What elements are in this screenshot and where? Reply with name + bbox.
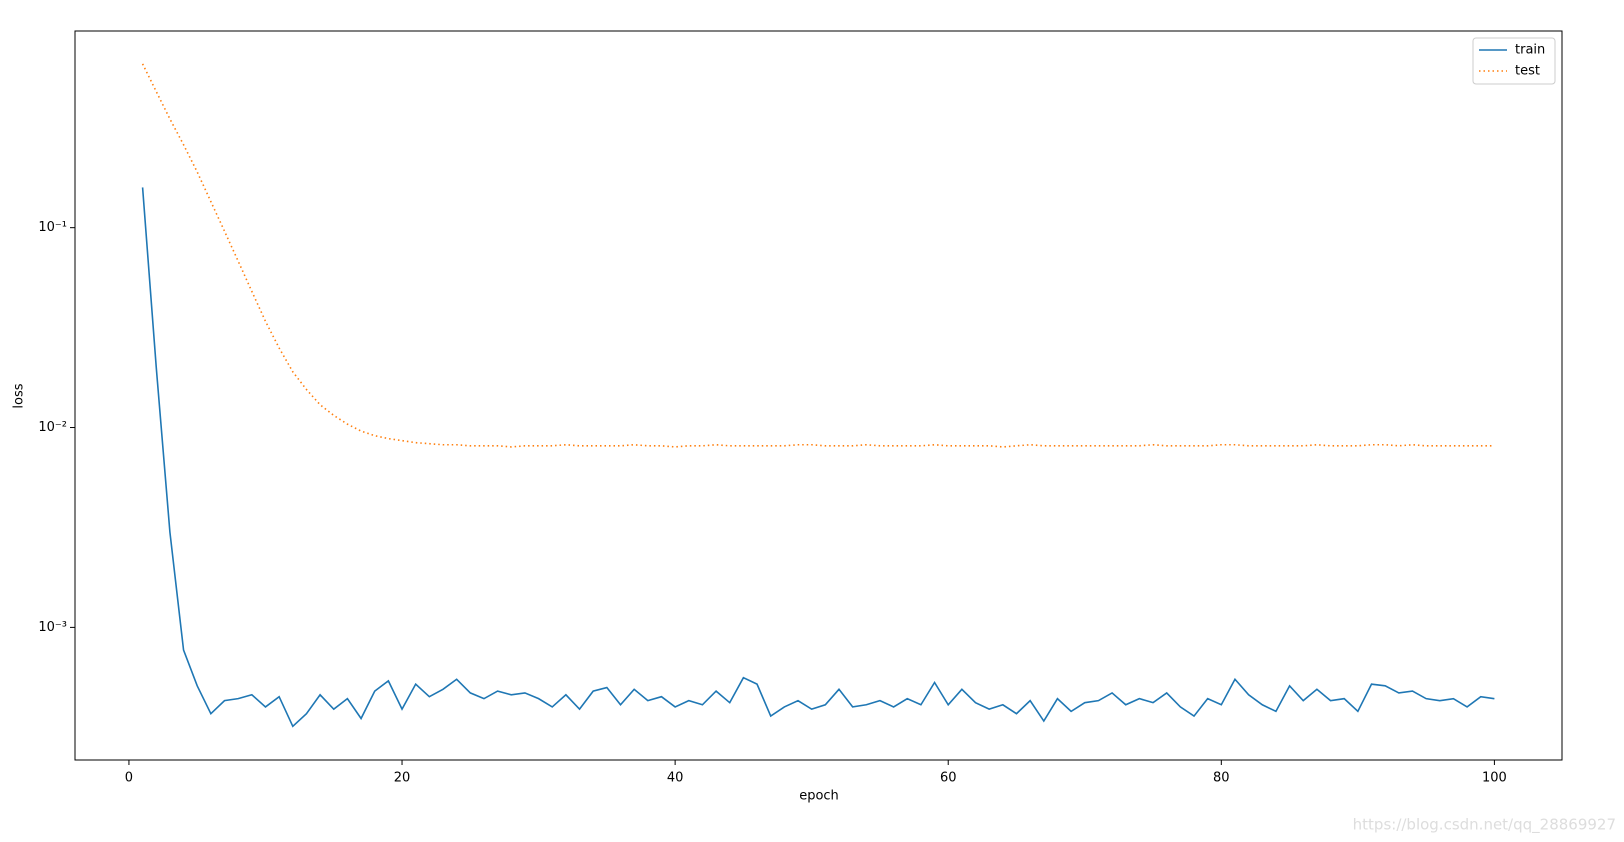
x-tick-label: 60 [940,771,957,786]
series-line [141,187,1495,728]
legend-label: test [1515,64,1540,79]
plot-frame [74,30,1563,761]
x-tick-label: 20 [394,771,411,786]
y-tick-label: 10⁻³ [38,620,67,635]
series-line [141,63,1495,448]
x-axis-label: epoch [799,789,839,804]
y-tick-label: 10⁻² [38,420,67,435]
x-tick-label: 80 [1213,771,1230,786]
x-tick-label: 40 [667,771,684,786]
legend-label: train [1515,43,1545,58]
y-axis-label: loss [12,383,27,408]
y-tick-label: 10⁻¹ [38,220,67,235]
x-tick-label: 100 [1482,771,1507,786]
x-tick-label: 0 [125,771,133,786]
watermark: https://blog.csdn.net/qq_28869927 [1353,816,1616,835]
